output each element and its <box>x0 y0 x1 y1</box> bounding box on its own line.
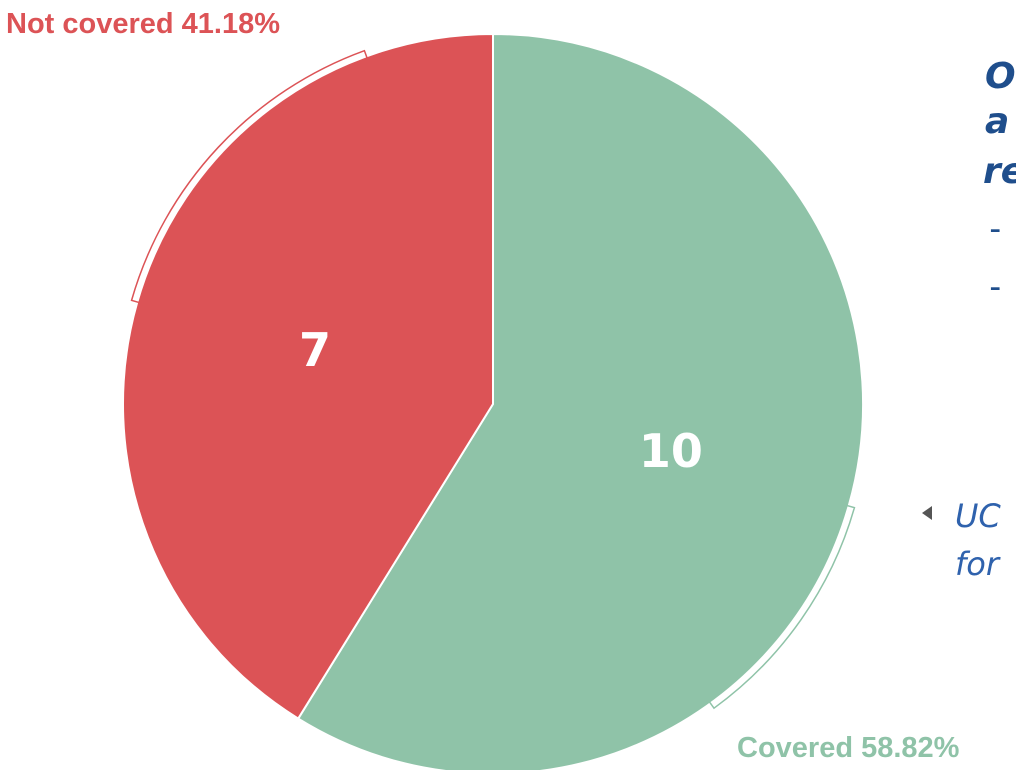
bullet-arrow <box>922 506 932 520</box>
annotation: - <box>985 267 1005 307</box>
percent-label: 41.18% <box>182 8 281 40</box>
percent-label: 58.82% <box>861 732 960 764</box>
slice-label: Not covered 41.18% <box>6 8 280 40</box>
value-label: 10 <box>639 424 703 478</box>
pie-slice <box>122 32 494 720</box>
label-bracket <box>130 49 368 304</box>
annotation: for <box>955 545 1001 583</box>
annotation: O <box>985 56 1016 97</box>
category-name: Covered <box>737 732 853 764</box>
label-bracket <box>708 504 856 710</box>
annotation: UC <box>955 497 1001 535</box>
annotation: re <box>983 151 1016 192</box>
pie-slice <box>296 32 864 770</box>
annotation: a <box>985 101 1009 142</box>
category-name: Not covered <box>6 8 174 40</box>
annotation: - <box>985 209 1005 249</box>
value-label: 7 <box>299 323 331 377</box>
slice-label: Covered 58.82% <box>737 732 960 764</box>
